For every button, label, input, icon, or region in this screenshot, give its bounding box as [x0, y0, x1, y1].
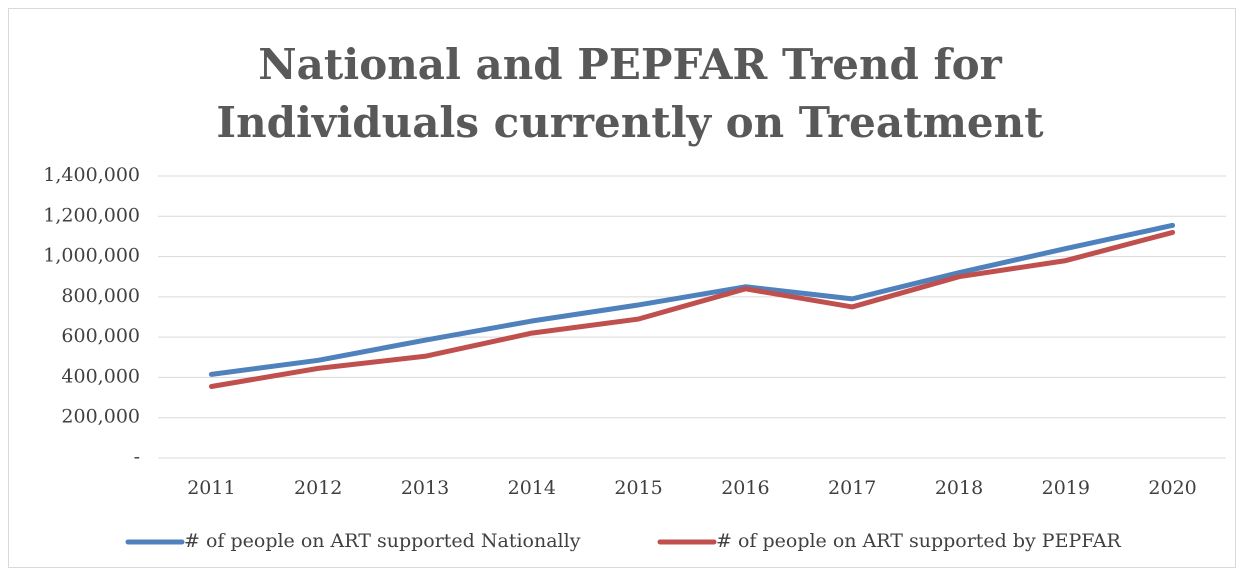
x-tick-label: 2020: [1148, 477, 1196, 499]
y-tick-label: 400,000: [61, 365, 140, 387]
chart-border: [8, 8, 1236, 568]
legend-label: # of people on ART supported by PEPFAR: [716, 530, 1122, 552]
legend-label: # of people on ART supported Nationally: [184, 530, 581, 552]
x-tick-label: 2014: [508, 477, 556, 499]
y-tick-label: 1,000,000: [43, 245, 140, 267]
x-tick-label: 2012: [294, 477, 342, 499]
y-tick-label: 200,000: [61, 406, 140, 428]
x-tick-label: 2017: [828, 477, 876, 499]
x-tick-label: 2018: [935, 477, 983, 499]
chart-title: National and PEPFAR Trend for Individual…: [216, 40, 1044, 147]
x-tick-label: 2019: [1042, 477, 1090, 499]
y-tick-label: 600,000: [61, 325, 140, 347]
x-tick-label: 2016: [721, 477, 769, 499]
data-line: [208, 222, 1176, 377]
x-tick-label: 2011: [187, 477, 235, 499]
y-tick-label: 1,400,000: [43, 164, 140, 186]
x-tick-label: 2013: [401, 477, 449, 499]
y-tick-label: 1,200,000: [43, 204, 140, 226]
data-line: [208, 229, 1176, 389]
y-tick-label: 800,000: [61, 285, 140, 307]
x-tick-label: 2015: [614, 477, 662, 499]
y-tick-label: -: [134, 446, 140, 468]
